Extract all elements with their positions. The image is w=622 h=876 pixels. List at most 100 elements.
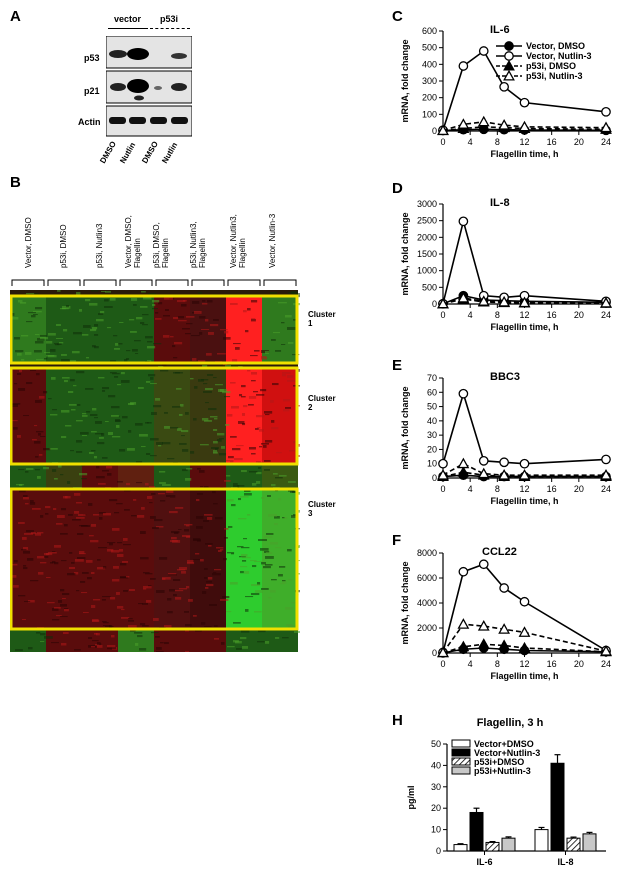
y-tick-label: 4000 [417, 598, 437, 608]
blot-image [106, 36, 192, 137]
data-point [457, 640, 470, 652]
data-point [498, 639, 511, 650]
x-tick-label: 20 [574, 310, 584, 320]
heatmap-col-4: Vector, DMSO, Flagellin [124, 215, 142, 268]
blot-row-actin: Actin [78, 117, 101, 127]
x-tick-label: 8 [495, 137, 500, 147]
y-tick-label: 30 [427, 430, 437, 440]
panel-letter-c: C [392, 8, 403, 25]
y-tick-label: 0 [436, 846, 441, 856]
panel-letter-e: E [392, 357, 403, 374]
x-tick-label: 16 [547, 310, 557, 320]
western-blot: vector p53i p53 p21 Actin DMSO Nutlin DM… [0, 0, 200, 175]
line-chart-bbc3: 0 10 20 30 40 50 60 70 0 4 8 12 16 20 24 Flagellin time… [400, 371, 612, 506]
x-tick-label: 24 [601, 310, 611, 320]
legend-label: Vector, Nutlin-3 [526, 51, 592, 61]
x-axis-label: Flagellin time, h [490, 322, 558, 332]
legend-swatch [451, 748, 471, 757]
x-tick-label: 20 [574, 484, 584, 494]
x-tick-label: 4 [468, 310, 473, 320]
y-tick-label: 50 [427, 402, 437, 412]
data-point [518, 641, 531, 653]
data-point [601, 106, 611, 117]
bar [582, 833, 597, 852]
y-tick-label: 20 [427, 444, 437, 454]
x-tick-label: 8 [495, 659, 500, 669]
x-tick-label: 4 [468, 484, 473, 494]
panel-letter-a: A [10, 8, 21, 25]
y-tick-label: 500 [422, 282, 437, 292]
legend-label: p53i+Nutlin-3 [474, 766, 531, 776]
x-tick-label: 16 [547, 659, 557, 669]
heatmap-brackets [11, 279, 297, 286]
heatmap-bracket [227, 279, 261, 286]
x-tick-label: 12 [519, 137, 529, 147]
blot-lane-1: DMSO [98, 139, 118, 165]
y-tick-label: 60 [427, 387, 437, 397]
cluster-1-label: Cluster 1 [308, 310, 336, 328]
y-tick-label: 300 [422, 76, 437, 86]
chart-title: Flagellin, 3 h [477, 717, 544, 729]
heatmap-bracket [47, 279, 81, 286]
x-tick-label: 12 [519, 659, 529, 669]
x-tick-label: 16 [547, 484, 557, 494]
data-point [457, 466, 470, 477]
series-line-3 [442, 623, 607, 654]
x-tick-label: IL-6 [476, 857, 492, 867]
data-point [478, 46, 489, 56]
y-tick-label: 0 [432, 473, 437, 483]
y-tick-label: 50 [431, 739, 441, 749]
data-point [498, 623, 511, 634]
legend-marker [503, 69, 515, 81]
bar [485, 841, 500, 852]
x-tick-label: 12 [519, 310, 529, 320]
x-tick-label: 16 [547, 137, 557, 147]
legend-swatch [451, 739, 471, 748]
data-point [437, 646, 449, 658]
data-point [477, 467, 490, 479]
blot-lane-2: Nutlin [118, 140, 138, 165]
data-point [519, 97, 530, 108]
x-tick-label: 0 [440, 484, 445, 494]
heatmap-bracket [155, 279, 189, 286]
y-tick-label: 2500 [417, 216, 437, 226]
chart-title: IL-6 [490, 24, 510, 36]
y-tick-label: 1500 [417, 249, 437, 259]
data-point [477, 619, 490, 631]
bar [550, 762, 565, 852]
data-point [518, 120, 531, 132]
x-tick-label: IL-8 [557, 857, 573, 867]
series-line-1 [442, 218, 607, 304]
x-tick-label: 24 [601, 659, 611, 669]
data-point [518, 296, 531, 308]
y-axis-label: mRNA, fold change [400, 212, 410, 295]
cluster-2-box [10, 366, 299, 466]
y-tick-label: 20 [431, 803, 441, 813]
panel-letter-d: D [392, 180, 403, 197]
data-point [498, 469, 511, 480]
y-axis-label: mRNA, fold change [400, 561, 410, 644]
data-point [600, 469, 612, 480]
data-point [457, 618, 470, 629]
bar [534, 829, 549, 852]
legend-swatch [451, 766, 471, 775]
data-point [478, 456, 489, 466]
bar [501, 837, 516, 852]
x-tick-label: 0 [440, 310, 445, 320]
y-tick-label: 0 [432, 299, 437, 309]
y-tick-label: 200 [422, 93, 437, 103]
x-axis-label: Flagellin time, h [490, 671, 558, 681]
blot-row-p21: p21 [84, 86, 100, 96]
x-tick-label: 4 [468, 659, 473, 669]
x-tick-label: 0 [440, 137, 445, 147]
data-point [519, 458, 530, 469]
data-point [519, 596, 530, 607]
y-tick-label: 40 [431, 760, 441, 770]
heatmap-col-7: Vector, Nutlin3, Flagellin [229, 214, 247, 268]
data-point [478, 559, 489, 570]
bar [469, 811, 484, 852]
data-point [600, 644, 612, 656]
chart-title: BBC3 [490, 371, 520, 383]
data-point [498, 295, 511, 307]
panel-letter-f: F [392, 532, 402, 549]
